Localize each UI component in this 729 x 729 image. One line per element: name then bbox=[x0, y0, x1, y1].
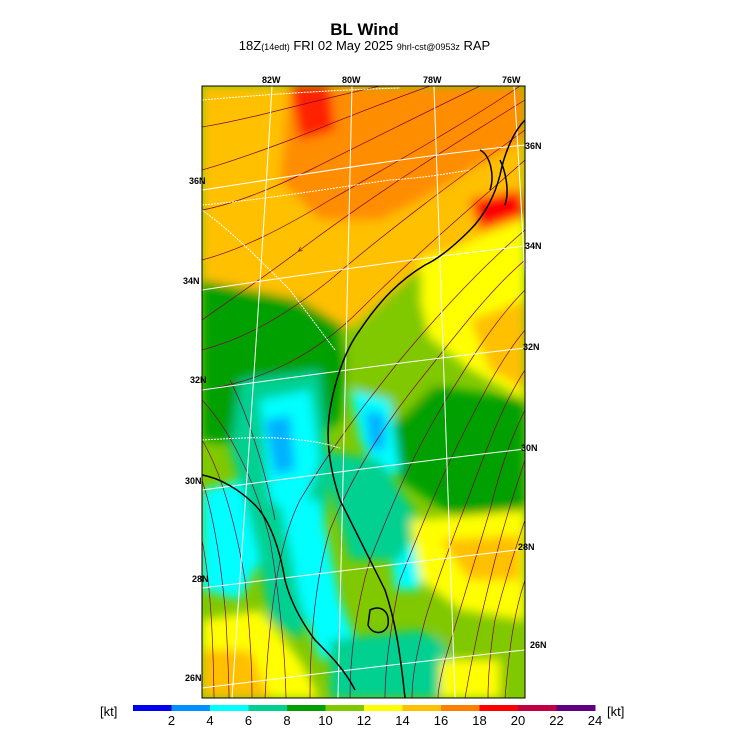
colorbar-tick-label: 16 bbox=[433, 713, 449, 728]
lat-label-left: 34N bbox=[183, 276, 200, 286]
lat-label-right: 34N bbox=[525, 241, 542, 251]
colorbar-swatch bbox=[479, 705, 519, 711]
lat-label-left: 30N bbox=[185, 476, 202, 486]
colorbar-swatch bbox=[210, 705, 249, 711]
colorbar-swatch bbox=[171, 705, 211, 711]
lon-label: 80W bbox=[342, 75, 361, 85]
colorbar-swatch bbox=[441, 705, 480, 711]
map-subtitle: 18Z(14edt) FRI 02 May 2025 9hrl-cst@0953… bbox=[0, 38, 729, 53]
colorbar-swatch bbox=[287, 705, 326, 711]
lon-label: 78W bbox=[423, 75, 442, 85]
colorbar-swatch bbox=[518, 705, 557, 711]
valid-date: FRI 02 May 2025 bbox=[293, 38, 394, 53]
lat-label-left: 28N bbox=[192, 574, 209, 584]
colorbar-swatch bbox=[402, 705, 442, 711]
lat-label-left: 36N bbox=[189, 176, 206, 186]
colorbar-tick-label: 14 bbox=[395, 713, 410, 728]
colorbar-swatch bbox=[364, 705, 403, 711]
map-frame bbox=[201, 85, 526, 699]
lat-label-right: 28N bbox=[518, 542, 535, 552]
colorbar-swatch bbox=[325, 705, 365, 711]
colorbar bbox=[133, 705, 596, 711]
colorbar-tick-label: 6 bbox=[244, 713, 253, 728]
colorbar-tick-label: 4 bbox=[206, 713, 214, 728]
colorbar-tick-label: 10 bbox=[318, 713, 333, 728]
lat-label-right: 36N bbox=[525, 141, 542, 151]
colorbar-tick-label: 12 bbox=[356, 713, 372, 728]
valid-time: 18Z bbox=[238, 38, 262, 53]
state-borders bbox=[202, 87, 471, 449]
lon-label: 82W bbox=[262, 75, 281, 85]
lon-label: 76W bbox=[502, 75, 521, 85]
colorbar-tick-label: 18 bbox=[472, 713, 487, 728]
lat-label-right: 26N bbox=[530, 640, 547, 650]
colorbar-tick-label: 20 bbox=[510, 713, 526, 728]
local-time: (14edt) bbox=[261, 42, 290, 52]
coastline bbox=[202, 119, 525, 698]
colorbar-swatch bbox=[248, 705, 288, 711]
colorbar-swatch bbox=[556, 705, 596, 711]
lat-label-left: 26N bbox=[185, 673, 202, 683]
colorbar-tick-label: 24 bbox=[587, 713, 603, 728]
colorbar-tick-label: 2 bbox=[167, 713, 176, 728]
model-name: RAP bbox=[463, 38, 491, 53]
lat-label-left: 32N bbox=[190, 375, 207, 385]
colorbar-unit-right: [kt] bbox=[607, 704, 625, 719]
wind-speed-field bbox=[202, 86, 525, 698]
lat-label-right: 30N bbox=[521, 443, 538, 453]
colorbar-unit-left: [kt] bbox=[100, 704, 118, 719]
run-info: 9hrl-cst@0953z bbox=[396, 42, 460, 52]
colorbar-tick-label: 8 bbox=[283, 713, 291, 728]
colorbar-tick-label: 22 bbox=[549, 713, 564, 728]
colorbar-swatch bbox=[133, 705, 172, 711]
map-title: BL Wind bbox=[330, 20, 399, 39]
streamlines bbox=[202, 86, 525, 698]
lat-label-right: 32N bbox=[523, 342, 540, 352]
